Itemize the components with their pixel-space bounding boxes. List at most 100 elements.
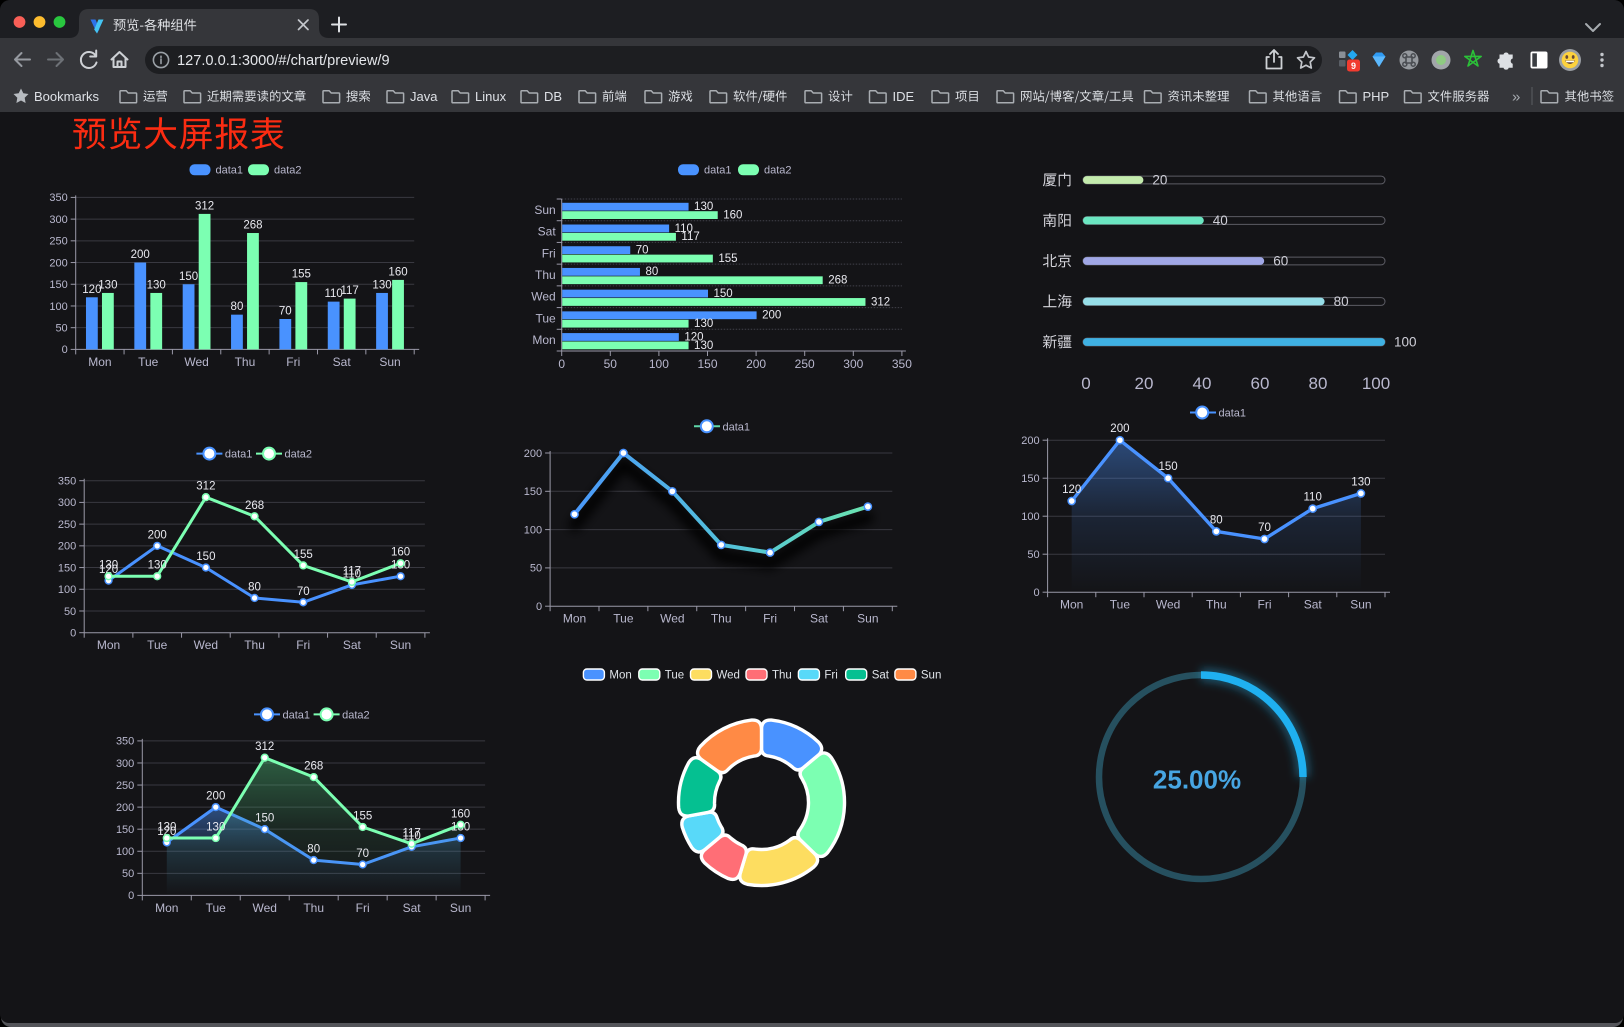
svg-text:100: 100: [116, 846, 134, 858]
svg-text:60: 60: [1273, 254, 1288, 269]
svg-text:data1: data1: [283, 709, 311, 721]
svg-text:150: 150: [116, 824, 134, 836]
svg-text:300: 300: [49, 214, 67, 226]
svg-text:150: 150: [697, 357, 717, 371]
svg-text:130: 130: [147, 279, 166, 291]
svg-text:Fri: Fri: [763, 612, 777, 626]
svg-text:Wed: Wed: [531, 290, 555, 304]
svg-text:120: 120: [99, 564, 118, 576]
svg-text:250: 250: [58, 519, 76, 531]
svg-text:20: 20: [1152, 173, 1167, 188]
svg-text:Sat: Sat: [343, 638, 362, 652]
svg-text:Tue: Tue: [613, 612, 634, 626]
svg-text:data1: data1: [1219, 408, 1247, 420]
svg-text:268: 268: [245, 500, 264, 512]
svg-text:PHP: PHP: [1363, 89, 1390, 104]
svg-text:70: 70: [356, 848, 369, 860]
svg-text:130: 130: [694, 201, 713, 213]
svg-text:Mon: Mon: [97, 638, 120, 652]
svg-text:312: 312: [196, 481, 215, 493]
svg-text:0: 0: [70, 628, 76, 640]
svg-text:Fri: Fri: [296, 638, 310, 652]
svg-text:data2: data2: [285, 449, 313, 461]
svg-text:350: 350: [116, 736, 134, 748]
svg-text:data1: data1: [723, 421, 751, 433]
svg-text:Wed: Wed: [717, 670, 740, 682]
svg-text:150: 150: [714, 288, 733, 300]
svg-text:Mon: Mon: [563, 612, 586, 626]
svg-text:100: 100: [1021, 511, 1039, 523]
svg-text:50: 50: [64, 606, 76, 618]
svg-text:Sun: Sun: [1350, 598, 1371, 612]
svg-text:data1: data1: [216, 165, 244, 177]
svg-text:80: 80: [307, 844, 320, 856]
svg-text:Mon: Mon: [155, 901, 178, 915]
svg-text:100: 100: [649, 357, 669, 371]
svg-text:350: 350: [58, 476, 76, 488]
svg-text:80: 80: [1334, 294, 1349, 309]
svg-text:Fri: Fri: [1258, 598, 1272, 612]
svg-text:150: 150: [58, 562, 76, 574]
svg-text:120: 120: [82, 284, 101, 296]
svg-text:Mon: Mon: [609, 670, 631, 682]
svg-text:110: 110: [343, 568, 361, 580]
svg-text:data2: data2: [342, 709, 370, 721]
svg-text:200: 200: [206, 791, 225, 803]
svg-text:Fri: Fri: [542, 246, 556, 260]
svg-text:100: 100: [49, 301, 67, 313]
svg-text:Tue: Tue: [138, 355, 159, 369]
svg-text:70: 70: [279, 306, 292, 318]
svg-text:Wed: Wed: [252, 901, 276, 915]
svg-text:130: 130: [1351, 476, 1370, 488]
svg-text:Fri: Fri: [824, 670, 837, 682]
svg-text:80: 80: [231, 301, 244, 313]
svg-text:80: 80: [645, 266, 658, 278]
svg-text:110: 110: [1304, 492, 1322, 504]
svg-text:200: 200: [1021, 435, 1039, 447]
svg-text:117: 117: [343, 565, 361, 577]
svg-text:155: 155: [294, 549, 313, 561]
svg-text:200: 200: [524, 448, 542, 460]
svg-text:130: 130: [694, 318, 713, 330]
svg-text:0: 0: [62, 344, 68, 356]
svg-text:200: 200: [116, 802, 134, 814]
svg-text:200: 200: [746, 357, 766, 371]
svg-text:Mon: Mon: [532, 333, 555, 347]
svg-text:Sat: Sat: [403, 901, 422, 915]
svg-text:data2: data2: [764, 165, 792, 177]
svg-text:Thu: Thu: [1206, 598, 1227, 612]
svg-text:70: 70: [636, 245, 649, 257]
svg-text:120: 120: [684, 331, 703, 343]
svg-text:Mon: Mon: [88, 355, 111, 369]
svg-text:80: 80: [1309, 374, 1328, 393]
svg-text:350: 350: [892, 357, 912, 371]
svg-text:50: 50: [122, 868, 134, 880]
svg-text:Sun: Sun: [390, 638, 411, 652]
svg-text:0: 0: [558, 357, 565, 371]
svg-text:20: 20: [1135, 374, 1154, 393]
svg-text:Sat: Sat: [333, 355, 352, 369]
svg-text:Tue: Tue: [147, 638, 168, 652]
svg-text:Thu: Thu: [535, 268, 556, 282]
svg-text:Thu: Thu: [711, 612, 732, 626]
svg-text:200: 200: [762, 310, 781, 322]
svg-text:Wed: Wed: [660, 612, 684, 626]
svg-text:Thu: Thu: [235, 355, 256, 369]
svg-text:300: 300: [116, 758, 134, 770]
svg-text:150: 150: [179, 271, 198, 283]
svg-text:130: 130: [372, 279, 391, 291]
svg-text:130: 130: [206, 822, 225, 834]
svg-text:200: 200: [148, 529, 167, 541]
svg-text:70: 70: [297, 586, 310, 598]
svg-text:300: 300: [58, 497, 76, 509]
svg-text:117: 117: [681, 231, 699, 243]
svg-text:150: 150: [1159, 461, 1178, 473]
svg-text:80: 80: [248, 581, 261, 593]
svg-text:268: 268: [243, 220, 262, 232]
svg-text:155: 155: [292, 269, 311, 281]
svg-text:Thu: Thu: [303, 901, 324, 915]
svg-text:312: 312: [871, 296, 890, 308]
svg-text:Sun: Sun: [857, 612, 878, 626]
svg-text:160: 160: [451, 808, 470, 820]
svg-text:data1: data1: [225, 449, 253, 461]
